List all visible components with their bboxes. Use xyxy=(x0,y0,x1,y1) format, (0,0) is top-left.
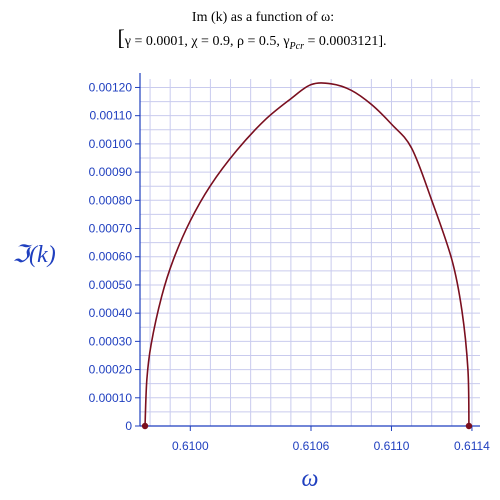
x-tick-label: 0.6100 xyxy=(172,439,209,453)
y-tick-label: 0.00120 xyxy=(89,80,133,94)
title-value: = 0.0003121 xyxy=(304,34,378,49)
x-axis-label: ω xyxy=(302,466,319,492)
x-tick-label: 0.6106 xyxy=(293,439,330,453)
y-tick-label: 0.00010 xyxy=(89,391,133,405)
series xyxy=(141,82,473,430)
data-point xyxy=(141,422,149,430)
chart-title-line2: [γ = 0.0001, χ = 0.9, ρ = 0.5, γPcr = 0.… xyxy=(117,25,386,52)
x-tick-labels: 0.6100 0.6106 0.6110 0.6114 xyxy=(172,439,490,453)
y-tick-label: 0.00090 xyxy=(89,165,133,179)
series-line-0 xyxy=(144,82,470,427)
y-tick-label: 0.00080 xyxy=(89,193,133,207)
y-tick-label: 0.00040 xyxy=(89,306,133,320)
y-tick-label: 0.00020 xyxy=(89,363,133,377)
y-tick-label: 0.00070 xyxy=(89,222,133,236)
data-point xyxy=(465,422,473,430)
y-tick-label: 0.00100 xyxy=(89,137,133,151)
grid xyxy=(140,79,480,426)
y-tick-label: 0.00050 xyxy=(89,278,133,292)
y-tick-labels: 0 0.00010 0.00020 0.00030 0.00040 0.00050 0.00… xyxy=(89,80,133,433)
chart-title-line1: Im (k) as a function of ω: xyxy=(192,10,334,25)
title-params: γ = 0.0001, χ = 0.9, ρ = 0.5, γ xyxy=(124,34,290,49)
y-tick-label: 0.00060 xyxy=(89,250,133,264)
axes xyxy=(135,73,480,431)
x-tick-label: 0.6114 xyxy=(454,439,490,453)
title-subscript: Pcr xyxy=(289,41,305,52)
x-tick-label: 0.6110 xyxy=(374,439,410,453)
title-bracket-open: [ xyxy=(117,25,124,50)
y-tick-label: 0.00030 xyxy=(89,334,133,348)
y-tick-label: 0 xyxy=(125,419,132,433)
y-tick-label: 0.00110 xyxy=(90,109,133,123)
title-bracket-close: ]. xyxy=(378,34,386,49)
y-axis-label: ℑ(k) xyxy=(12,242,55,268)
